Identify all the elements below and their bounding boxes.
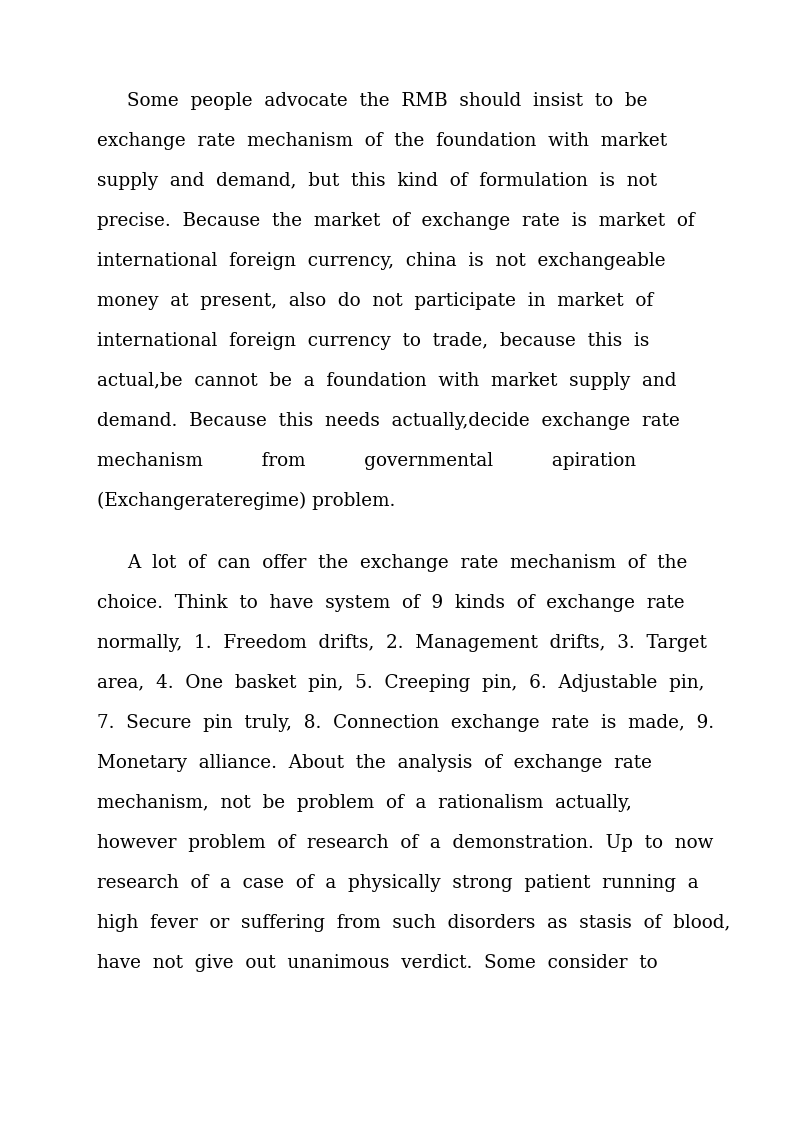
Text: mechanism,  not  be  problem  of  a  rationalism  actually,: mechanism, not be problem of a rationali… bbox=[97, 794, 632, 812]
Text: normally,  1.  Freedom  drifts,  2.  Management  drifts,  3.  Target: normally, 1. Freedom drifts, 2. Manageme… bbox=[97, 634, 707, 652]
Text: have  not  give  out  unanimous  verdict.  Some  consider  to: have not give out unanimous verdict. Som… bbox=[97, 954, 658, 972]
Text: exchange  rate  mechanism  of  the  foundation  with  market: exchange rate mechanism of the foundatio… bbox=[97, 132, 667, 151]
Text: international  foreign  currency,  china  is  not  exchangeable: international foreign currency, china is… bbox=[97, 252, 666, 271]
Text: area,  4.  One  basket  pin,  5.  Creeping  pin,  6.  Adjustable  pin,: area, 4. One basket pin, 5. Creeping pin… bbox=[97, 674, 705, 692]
Text: high  fever  or  suffering  from  such  disorders  as  stasis  of  blood,: high fever or suffering from such disord… bbox=[97, 914, 730, 932]
Text: demand.  Because  this  needs  actually,decide  exchange  rate: demand. Because this needs actually,deci… bbox=[97, 412, 680, 430]
Text: international  foreign  currency  to  trade,  because  this  is: international foreign currency to trade,… bbox=[97, 332, 650, 350]
Text: research  of  a  case  of  a  physically  strong  patient  running  a: research of a case of a physically stron… bbox=[97, 874, 698, 892]
Text: A  lot  of  can  offer  the  exchange  rate  mechanism  of  the: A lot of can offer the exchange rate mec… bbox=[127, 554, 687, 572]
Text: supply  and  demand,  but  this  kind  of  formulation  is  not: supply and demand, but this kind of form… bbox=[97, 172, 657, 190]
Text: money  at  present,  also  do  not  participate  in  market  of: money at present, also do not participat… bbox=[97, 292, 653, 310]
Text: Some  people  advocate  the  RMB  should  insist  to  be: Some people advocate the RMB should insi… bbox=[127, 92, 647, 110]
Text: however  problem  of  research  of  a  demonstration.  Up  to  now: however problem of research of a demonst… bbox=[97, 834, 714, 852]
Text: mechanism          from          governmental          apiration: mechanism from governmental apiration bbox=[97, 452, 636, 470]
Text: actual,be  cannot  be  a  foundation  with  market  supply  and: actual,be cannot be a foundation with ma… bbox=[97, 372, 677, 391]
Text: Monetary  alliance.  About  the  analysis  of  exchange  rate: Monetary alliance. About the analysis of… bbox=[97, 754, 652, 772]
Text: (Exchangerateregime) problem.: (Exchangerateregime) problem. bbox=[97, 492, 395, 511]
Text: precise.  Because  the  market  of  exchange  rate  is  market  of: precise. Because the market of exchange … bbox=[97, 212, 694, 230]
Text: choice.  Think  to  have  system  of  9  kinds  of  exchange  rate: choice. Think to have system of 9 kinds … bbox=[97, 594, 685, 612]
Text: 7.  Secure  pin  truly,  8.  Connection  exchange  rate  is  made,  9.: 7. Secure pin truly, 8. Connection excha… bbox=[97, 714, 714, 732]
